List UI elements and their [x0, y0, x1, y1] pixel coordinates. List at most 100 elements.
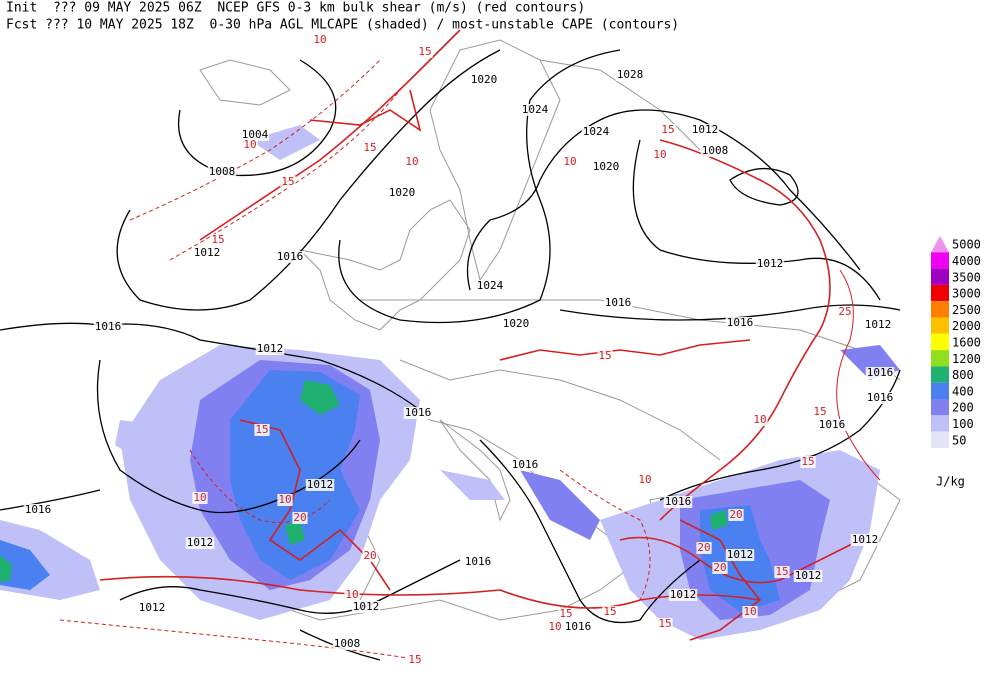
legend: 5000 4000 3500 3000 2500 2000 1600 1200 800 400 20…	[931, 236, 981, 448]
coastlines-shape	[399, 359, 721, 461]
isobar-label-bg	[275, 251, 305, 263]
legend-swatch	[931, 268, 949, 285]
isobar-label-bg	[240, 129, 270, 141]
shear-label: 15	[661, 123, 674, 136]
isobar-label-bg	[850, 534, 880, 546]
legend-swatch	[931, 236, 949, 253]
shear-label: 20	[697, 541, 710, 554]
isobar-label: 1028	[617, 68, 644, 81]
legend-swatch	[931, 333, 949, 351]
shear-label-bg	[837, 306, 853, 318]
cape-shading-shape	[440, 470, 505, 500]
isobar-contours-shape	[632, 139, 881, 301]
coastlines-shape	[439, 419, 511, 522]
shear-label: 15	[559, 607, 572, 620]
shear-label-bg	[280, 176, 296, 188]
isobar-label-bg	[615, 69, 645, 81]
shear-label-bg	[800, 456, 816, 468]
isobar-label-bg	[690, 124, 720, 136]
shear-label-bg	[652, 149, 668, 161]
legend-label: 400	[952, 384, 974, 398]
shear-label: 10	[243, 138, 256, 151]
shear-label: 10	[193, 491, 206, 504]
legend-label: 2000	[952, 319, 981, 333]
shear-label: 10	[278, 493, 291, 506]
shear-label: 10	[405, 155, 418, 168]
isobar-label: 1012	[757, 257, 784, 270]
legend-swatch	[931, 399, 949, 416]
shear-contours-shape	[309, 89, 422, 132]
legend-swatch	[931, 284, 949, 302]
shear-label-bg	[602, 606, 618, 618]
shear-contours-shape	[239, 419, 391, 591]
shear-contours-shape	[499, 339, 751, 361]
isobar-label: 1024	[583, 125, 610, 138]
coastlines-shape	[360, 299, 901, 381]
isobar-label-bg	[520, 104, 550, 116]
legend-label: 3000	[952, 287, 981, 301]
shear-label: 15	[658, 617, 671, 630]
legend-swatch	[931, 350, 949, 367]
shear-label: 15	[418, 45, 431, 58]
isobar-label: 1012	[353, 600, 380, 613]
isobar-label-bg	[510, 459, 540, 471]
legend-label: 1600	[952, 335, 981, 349]
isobar-label: 1016	[819, 418, 846, 431]
shear-contours-shape	[836, 269, 881, 481]
shear-label-bg	[637, 474, 653, 486]
shear-label-bg	[712, 562, 728, 574]
shear-label-bg	[192, 492, 208, 504]
shear-contours-shape	[199, 29, 461, 241]
legend-label: 100	[952, 417, 974, 431]
shear-contours-shape	[659, 139, 831, 521]
shear-label: 15	[281, 175, 294, 188]
legend-swatch	[931, 301, 949, 318]
isobar-label-bg	[591, 161, 621, 173]
shear-label-bg	[660, 124, 676, 136]
isobar-label: 1016	[25, 503, 52, 516]
isobar-label-bg	[725, 317, 755, 329]
isobar-label-bg	[255, 343, 285, 355]
shear-label-bg	[562, 156, 578, 168]
isobar-label: 1008	[702, 144, 729, 157]
isobar-label-bg	[501, 318, 531, 330]
shear-contours-shape	[619, 536, 861, 584]
legend-label: 50	[952, 433, 966, 447]
isobar-label-bg	[663, 496, 693, 508]
isobar-label: 1012	[727, 548, 754, 561]
shear-label-bg	[728, 509, 744, 521]
shear-label: 10	[345, 588, 358, 601]
isobar-contours-shape	[116, 49, 501, 311]
shear-contours-shape	[129, 59, 381, 221]
isobar-label: 1012	[795, 569, 822, 582]
isobar-label: 1012	[139, 601, 166, 614]
isobar-label: 1016	[867, 366, 894, 379]
shear-label: 15	[603, 605, 616, 618]
isobar-label: 1024	[477, 279, 504, 292]
shear-label-bg	[312, 34, 328, 46]
isobar-label: 1016	[465, 555, 492, 568]
isobar-label: 1016	[565, 620, 592, 633]
shear-label: 15	[211, 233, 224, 246]
isobar-label: 1016	[665, 495, 692, 508]
shear-label-bg	[558, 608, 574, 620]
cape-shading-shape	[285, 520, 305, 545]
shear-label-bg	[404, 156, 420, 168]
shear-label-bg	[742, 606, 758, 618]
shear-label: 10	[743, 605, 756, 618]
cape-shading-shape	[250, 125, 320, 160]
shear-label: 15	[598, 349, 611, 362]
isobar-label-bg	[469, 74, 499, 86]
isobar-label: 1004	[242, 128, 269, 141]
cape-shading-shape	[710, 510, 728, 530]
coastlines-shape	[199, 59, 291, 106]
coastlines-shape	[298, 199, 471, 331]
isobar-label-bg	[185, 537, 215, 549]
shear-label-bg	[752, 414, 768, 426]
cape-shading-shape	[0, 540, 50, 590]
shear-contours-shape	[189, 449, 331, 523]
isobar-label: 1012	[257, 342, 284, 355]
isobar-label-bg	[93, 321, 123, 333]
shear-label-bg	[362, 142, 378, 154]
shear-label: 15	[255, 423, 268, 436]
